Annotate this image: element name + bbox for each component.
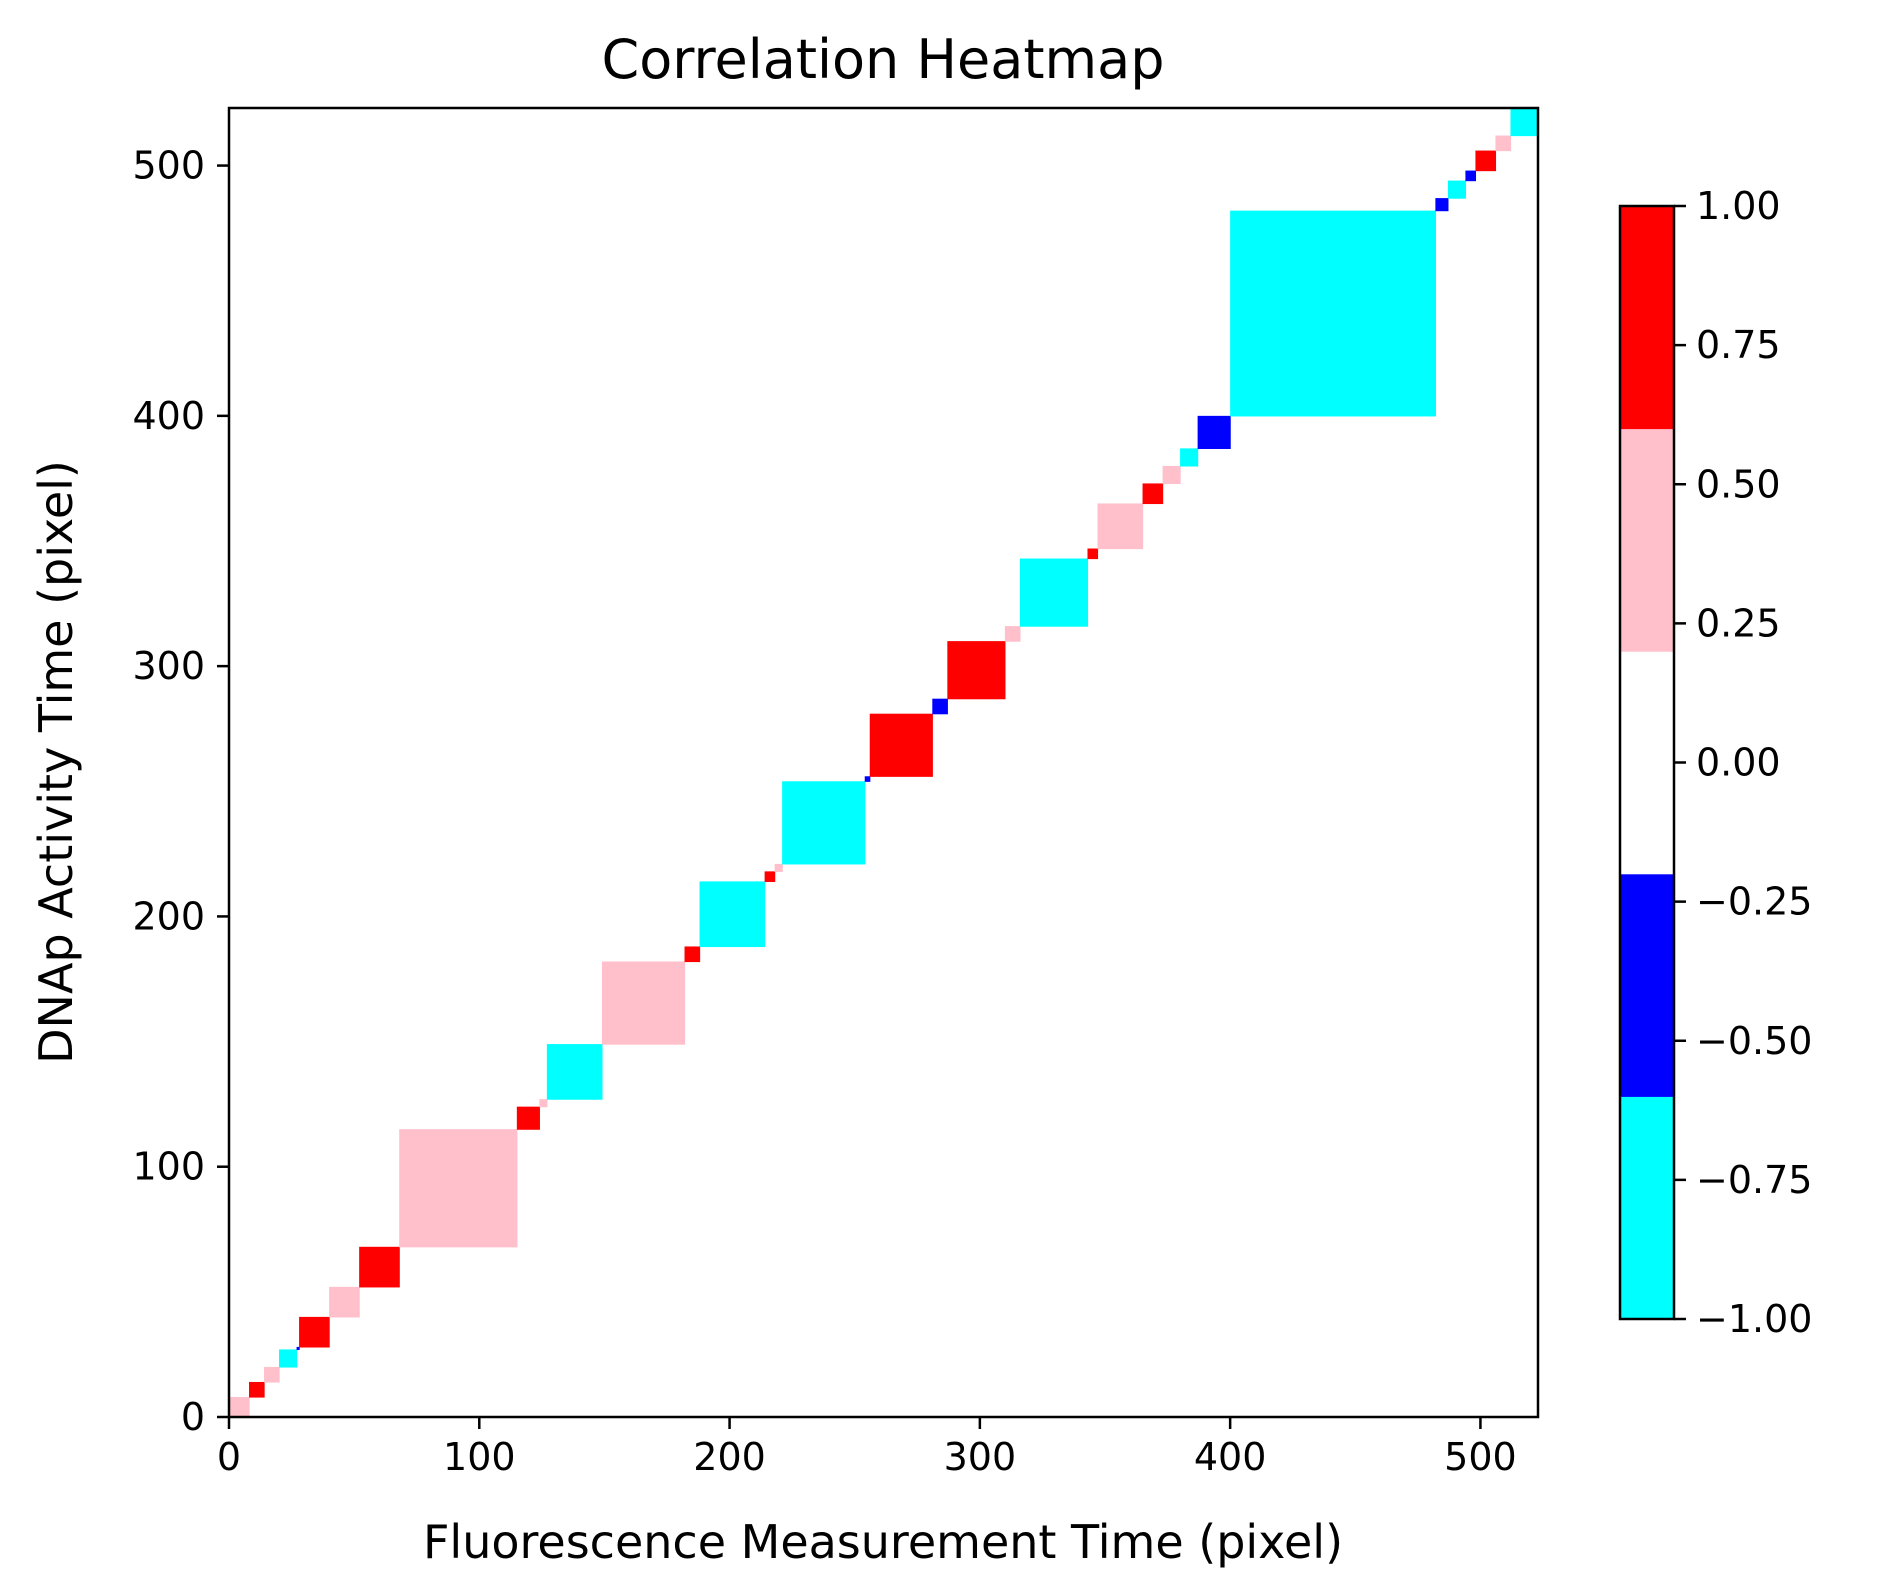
colorbar-tick-label: 0.25: [1696, 601, 1781, 645]
chart-title: Correlation Heatmap: [602, 28, 1165, 91]
y-axis: 0 100 200 300 400 500: [132, 144, 229, 1439]
y-tick-label: 400: [132, 394, 205, 438]
x-axis: 0 100 200 300 400 500: [217, 1417, 1517, 1479]
heatmap-block-27: [1162, 465, 1181, 485]
heatmap-block-35: [1495, 135, 1512, 152]
heatmap-block-28: [1180, 448, 1199, 467]
heatmap-block-7: [359, 1246, 400, 1288]
colorbar-tick-label: 1.00: [1696, 184, 1781, 228]
heatmap-block-12: [601, 961, 686, 1045]
heatmap-block-15: [764, 871, 776, 882]
heatmap-block-10: [539, 1099, 548, 1108]
colorbar-segment-4: [1620, 206, 1674, 430]
x-tick-label: 100: [443, 1435, 516, 1479]
heatmap-block-4: [296, 1346, 300, 1351]
heatmap-block-8: [399, 1129, 518, 1248]
heatmap-block-24: [1087, 548, 1099, 560]
y-axis-label: DNAp Activity Time (pixel): [29, 460, 83, 1064]
heatmap-block-9: [516, 1106, 540, 1130]
heatmap-block-11: [546, 1044, 603, 1100]
colorbar-tick-label: −0.50: [1696, 1019, 1812, 1063]
y-tick-label: 500: [132, 144, 205, 188]
heatmap-block-22: [1004, 626, 1021, 642]
colorbar-tick-label: 0.00: [1696, 741, 1781, 785]
heatmap-block-19: [869, 713, 933, 777]
heatmap-block-3: [279, 1349, 298, 1368]
colorbar-segment-2: [1620, 651, 1674, 875]
heatmap-block-2: [264, 1366, 280, 1383]
heatmap-block-32: [1447, 180, 1467, 199]
colorbar-segment-1: [1620, 873, 1674, 1097]
colorbar-segment-0: [1620, 1096, 1674, 1320]
x-tick-label: 200: [693, 1435, 766, 1479]
x-axis-label: Fluorescence Measurement Time (pixel): [423, 1515, 1343, 1569]
x-tick-label: 500: [1444, 1435, 1517, 1479]
plot-area: [229, 108, 1539, 1418]
y-tick-label: 0: [181, 1395, 205, 1439]
heatmap-block-17: [782, 781, 866, 865]
heatmap-block-16: [774, 863, 783, 872]
heatmap-block-31: [1435, 198, 1449, 212]
colorbar-segment-3: [1620, 428, 1674, 652]
y-tick-label: 200: [132, 894, 205, 938]
colorbar-tick-label: −0.75: [1696, 1158, 1812, 1202]
heatmap-block-26: [1142, 483, 1164, 505]
heatmap-block-34: [1475, 150, 1497, 172]
y-tick-label: 300: [132, 644, 205, 688]
x-tick-label: 400: [1194, 1435, 1267, 1479]
heatmap-block-33: [1465, 170, 1477, 182]
y-tick-label: 100: [132, 1145, 205, 1189]
colorbar-tick-label: 0.50: [1696, 462, 1781, 506]
colorbar-tick-label: 0.75: [1696, 323, 1781, 367]
plot-frame: [227, 106, 1540, 1419]
heatmap-block-20: [932, 698, 948, 715]
x-tick-label: 0: [217, 1435, 241, 1479]
heatmap-block-23: [1019, 558, 1089, 627]
heatmap-block-13: [684, 946, 701, 963]
colorbar-tick-label: −0.25: [1696, 880, 1812, 924]
colorbar-tick-label: −1.00: [1696, 1297, 1812, 1341]
x-tick-label: 300: [944, 1435, 1017, 1479]
heatmap-block-5: [299, 1316, 330, 1348]
colorbar: 1.00 0.75 0.50 0.25 0.00 −0.25 −0.50 −0.75 −1.00: [1618, 184, 1812, 1341]
heatmap-block-30: [1230, 210, 1436, 417]
heatmap-block-25: [1097, 503, 1144, 550]
heatmap-block-1: [249, 1381, 265, 1398]
heatmap-block-14: [699, 881, 766, 948]
heatmap-block-21: [947, 641, 1006, 700]
heatmap-block-18: [864, 776, 871, 782]
heatmap-block-36: [1510, 108, 1539, 137]
heatmap-block-0: [229, 1396, 250, 1418]
heatmap-block-6: [329, 1286, 360, 1318]
heatmap-block-29: [1197, 415, 1231, 449]
